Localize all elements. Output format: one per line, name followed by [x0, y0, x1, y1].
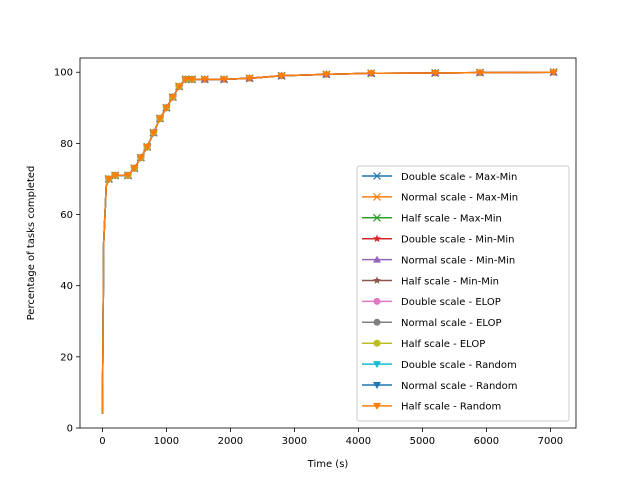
series-7 — [101, 75, 196, 414]
data-point — [136, 154, 145, 162]
legend-marker — [373, 402, 381, 410]
legend-label: Half scale - Min-Min — [401, 276, 499, 287]
y-tick-label: 0 — [67, 424, 73, 435]
legend-label: Normal scale - Random — [401, 381, 518, 392]
data-point — [549, 69, 558, 77]
y-tick-label: 100 — [54, 68, 73, 79]
data-point — [322, 71, 331, 79]
data-point — [175, 83, 184, 91]
legend-item: Double scale - Max-Min — [362, 172, 517, 183]
data-point — [168, 94, 177, 102]
legend-marker — [373, 339, 381, 347]
legend-marker — [373, 234, 381, 243]
series-line — [101, 78, 192, 414]
y-axis: 0 20 40 60 80 100 — [54, 68, 80, 435]
data-point — [220, 76, 228, 84]
legend-item: Double scale - Min-Min — [362, 234, 514, 246]
series-line — [101, 78, 192, 414]
x-tick-label: 1000 — [154, 436, 179, 447]
legend-item: Normal scale - Max-Min — [362, 193, 518, 204]
data-point — [245, 75, 254, 83]
y-tick-label: 40 — [60, 281, 73, 292]
legend-label: Normal scale - ELOP — [401, 318, 502, 329]
series-line — [101, 78, 192, 414]
x-axis-label: Time (s) — [307, 459, 349, 470]
legend-label: Normal scale - Max-Min — [401, 193, 518, 204]
legend-item: Normal scale - ELOP — [362, 318, 502, 329]
legend-marker — [373, 172, 381, 180]
legend-label: Half scale - ELOP — [401, 339, 485, 350]
axes-frame — [79, 57, 577, 429]
series-8 — [101, 75, 196, 414]
legend-item: Double scale - ELOP — [362, 297, 501, 308]
legend-item: Half scale - Max-Min — [362, 214, 502, 225]
x-tick-label: 6000 — [474, 436, 499, 447]
legend-item: Normal scale - Min-Min — [362, 255, 515, 266]
series-9 — [101, 75, 196, 414]
data-point — [367, 70, 376, 78]
x-tick-label: 5000 — [410, 436, 435, 447]
x-tick-label: 4000 — [346, 436, 371, 447]
legend-marker — [373, 361, 381, 369]
legend-label: Double scale - Max-Min — [401, 172, 517, 183]
y-tick-label: 60 — [60, 210, 73, 221]
data-point — [162, 104, 171, 112]
y-tick-label: 80 — [60, 139, 73, 150]
y-tick-label: 20 — [60, 352, 73, 363]
legend-item: Half scale - Min-Min — [362, 276, 499, 287]
legend-label: Double scale - ELOP — [401, 297, 501, 308]
legend-marker — [373, 213, 381, 222]
series-12 — [101, 69, 558, 414]
data-point — [104, 175, 113, 183]
data-point — [188, 76, 196, 84]
series-11 — [101, 76, 196, 414]
data-point — [431, 69, 440, 77]
legend-item: Half scale - Random — [362, 402, 501, 413]
data-point — [200, 76, 209, 84]
legend-item: Half scale - ELOP — [362, 339, 485, 350]
data-point — [111, 172, 120, 180]
legend-marker — [373, 255, 381, 263]
legend-item: Normal scale - Random — [362, 381, 518, 392]
data-point — [149, 129, 158, 137]
data-point — [277, 72, 286, 80]
series-line — [101, 78, 192, 414]
x-tick-label: 0 — [99, 436, 105, 447]
legend-label: Half scale - Max-Min — [401, 214, 502, 225]
plot-area — [101, 68, 558, 414]
legend-label: Double scale - Min-Min — [401, 235, 514, 246]
legend-marker — [373, 382, 381, 389]
series-line — [101, 78, 192, 414]
legend-marker — [373, 318, 381, 326]
legend-marker — [373, 276, 381, 284]
y-axis-label: Percentage of tasks completed — [26, 166, 37, 321]
x-tick-label: 3000 — [282, 436, 307, 447]
data-point — [181, 76, 190, 84]
legend-box — [356, 165, 570, 422]
series-10 — [101, 76, 196, 414]
data-point — [156, 115, 164, 123]
legend: Double scale - Max-Min Normal scale - Max… — [356, 165, 570, 422]
legend-label: Half scale - Random — [401, 402, 501, 413]
legend-label: Normal scale - Min-Min — [401, 255, 515, 266]
legend-item: Double scale - Random — [362, 360, 517, 371]
x-axis: 0 1000 2000 3000 4000 5000 6000 7000 — [99, 428, 563, 447]
legend-marker — [373, 297, 381, 305]
x-tick-label: 7000 — [538, 436, 563, 447]
data-point — [143, 143, 152, 151]
x-tick-label: 2000 — [218, 436, 243, 447]
data-point — [130, 165, 139, 173]
data-point — [476, 69, 484, 77]
legend-label: Double scale - Random — [401, 360, 517, 371]
data-point — [124, 172, 132, 180]
legend-marker — [373, 192, 381, 201]
